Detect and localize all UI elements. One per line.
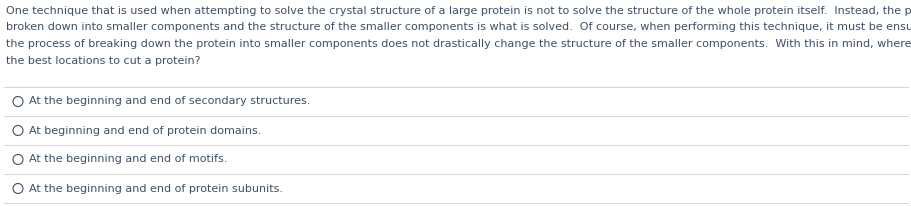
Text: the process of breaking down the protein into smaller components does not drasti: the process of breaking down the protein… [6,39,911,49]
Text: broken down into smaller components and the structure of the smaller components : broken down into smaller components and … [6,22,911,33]
Text: At the beginning and end of motifs.: At the beginning and end of motifs. [29,154,227,165]
Text: At the beginning and end of secondary structures.: At the beginning and end of secondary st… [29,96,310,107]
Text: the best locations to cut a protein?: the best locations to cut a protein? [6,55,200,66]
Text: At beginning and end of protein domains.: At beginning and end of protein domains. [29,125,261,136]
Text: At the beginning and end of protein subunits.: At the beginning and end of protein subu… [29,184,282,193]
Text: One technique that is used when attempting to solve the crystal structure of a l: One technique that is used when attempti… [6,6,911,16]
